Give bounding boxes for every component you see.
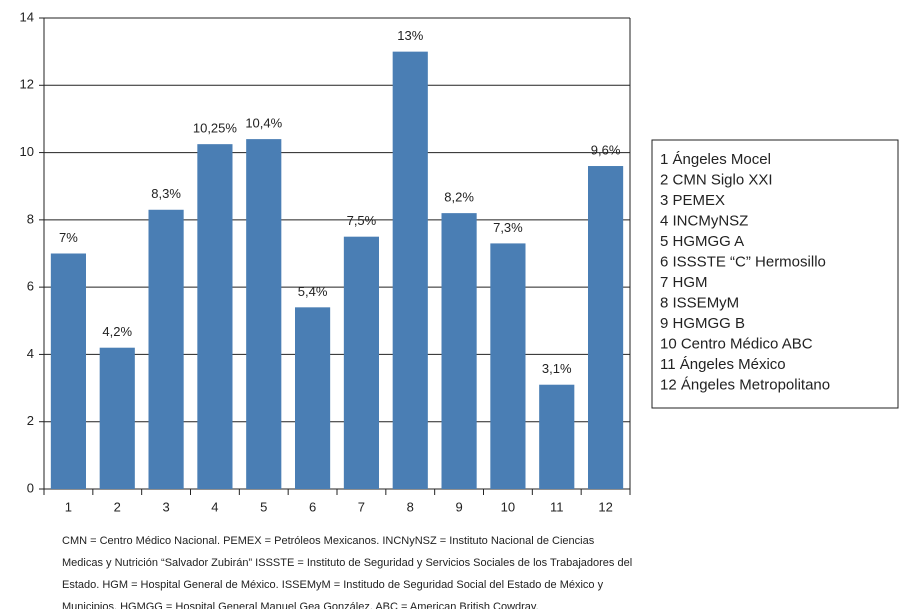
- y-tick-label: 8: [27, 211, 34, 226]
- legend-entry: 2 CMN Siglo XXI: [660, 171, 773, 188]
- footnote: Estado. HGM = Hospital General de México…: [62, 579, 604, 591]
- legend-entry: 8 ISSEMyM: [660, 294, 739, 311]
- bar: [246, 139, 282, 489]
- bar: [343, 236, 379, 489]
- legend-entry: 11 Ángeles México: [660, 356, 786, 373]
- x-tick-label: 7: [358, 499, 365, 514]
- value-label: 13%: [397, 28, 423, 43]
- bar: [539, 384, 575, 489]
- y-tick-label: 14: [20, 9, 34, 24]
- x-tick-label: 10: [501, 499, 515, 514]
- y-tick-label: 4: [27, 346, 34, 361]
- x-tick-label: 8: [407, 499, 414, 514]
- x-tick-label: 5: [260, 499, 267, 514]
- legend-entry: 12 Ángeles Metropolitano: [660, 376, 830, 393]
- footnote: Municipios. HGMGG = Hospital General Man…: [62, 601, 539, 609]
- y-tick-label: 0: [27, 480, 34, 495]
- y-tick-label: 6: [27, 279, 34, 294]
- value-label: 10,25%: [193, 121, 238, 136]
- value-label: 5,4%: [298, 284, 328, 299]
- value-label: 9,6%: [591, 142, 621, 157]
- legend-entry: 3 PEMEX: [660, 192, 725, 209]
- legend-entry: 9 HGMGG B: [660, 315, 745, 332]
- x-tick-label: 11: [550, 499, 564, 514]
- y-tick-label: 2: [27, 413, 34, 428]
- legend-entry: 1 Ángeles Mocel: [660, 151, 771, 168]
- x-tick-label: 9: [455, 499, 462, 514]
- legend-entry: 5 HGMGG A: [660, 233, 744, 250]
- bar: [441, 213, 477, 489]
- bar: [295, 307, 331, 489]
- value-label: 10,4%: [245, 116, 282, 131]
- bar: [99, 347, 135, 489]
- x-tick-label: 3: [162, 499, 169, 514]
- value-label: 7,5%: [347, 213, 377, 228]
- bar: [50, 253, 86, 489]
- x-tick-label: 6: [309, 499, 316, 514]
- footnote: CMN = Centro Médico Nacional. PEMEX = Pe…: [62, 535, 595, 547]
- y-tick-label: 10: [20, 144, 34, 159]
- legend-entry: 10 Centro Médico ABC: [660, 335, 813, 352]
- legend-entry: 7 HGM: [660, 274, 708, 291]
- legend-box: [651, 139, 899, 409]
- x-tick-label: 1: [65, 499, 72, 514]
- bar: [392, 51, 428, 490]
- x-tick-label: 4: [211, 499, 218, 514]
- y-tick-label: 12: [20, 77, 34, 92]
- value-label: 8,3%: [151, 186, 181, 201]
- bar: [148, 209, 184, 489]
- legend-entry: 6 ISSSTE “C” Hermosillo: [660, 253, 826, 270]
- bar: [197, 144, 233, 490]
- value-label: 8,2%: [444, 190, 474, 205]
- x-tick-label: 12: [598, 499, 612, 514]
- bar: [490, 243, 526, 489]
- value-label: 4,2%: [102, 324, 132, 339]
- bar: [588, 166, 624, 489]
- value-label: 7,3%: [493, 220, 523, 235]
- legend-entry: 4 INCMyNSZ: [660, 212, 748, 229]
- x-tick-label: 2: [114, 499, 121, 514]
- value-label: 3,1%: [542, 361, 572, 376]
- footnote: Medicas y Nutrición “Salvador Zubirán” I…: [62, 557, 632, 569]
- value-label: 7%: [59, 230, 78, 245]
